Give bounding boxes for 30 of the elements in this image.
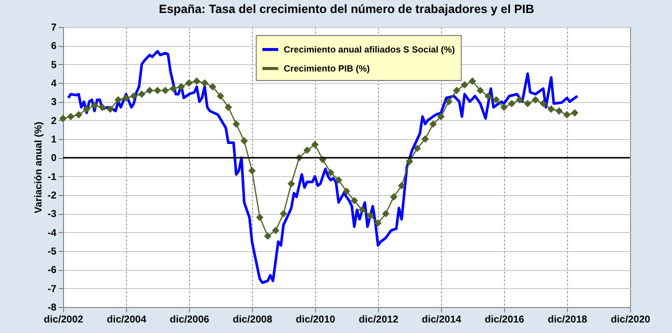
y-tick-label: 4 xyxy=(50,78,57,90)
y-tick-label: 6 xyxy=(50,41,57,52)
y-tick-label: -7 xyxy=(48,284,57,295)
y-tick-label: -3 xyxy=(48,209,57,220)
y-tick-label: 2 xyxy=(50,116,57,127)
y-tick-label: 3 xyxy=(50,97,57,108)
y-axis-title: Variación anual (%) xyxy=(34,122,45,214)
legend-label: Crecimiento PIB (%) xyxy=(284,64,370,74)
y-tick-label: -2 xyxy=(48,190,57,202)
y-tick-label: 0 xyxy=(50,153,57,164)
y-tick-label: -4 xyxy=(48,228,57,239)
x-tick-label: dic/2018 xyxy=(548,314,588,326)
x-tick-label: dic/2014 xyxy=(422,314,462,326)
y-tick-label: -5 xyxy=(48,246,57,258)
x-tick-label: dic/2020 xyxy=(610,314,651,326)
x-tick-label: dic/2010 xyxy=(296,314,336,326)
x-tick-label: dic/2016 xyxy=(484,314,525,326)
y-tick-label: 7 xyxy=(50,22,57,34)
x-tick-label: dic/2008 xyxy=(232,314,273,326)
x-tick-label: dic/2002 xyxy=(44,314,84,326)
y-tick-label: -6 xyxy=(48,265,57,276)
y-tick-label: -8 xyxy=(48,302,57,314)
legend-label: Crecimiento anual afiliados S Social (%) xyxy=(284,44,455,54)
x-tick-label: dic/2012 xyxy=(358,314,399,326)
chart-title: España: Tasa del crecimiento del número de trabajadores y el PIB xyxy=(158,2,534,16)
x-tick-label: dic/2004 xyxy=(106,314,147,326)
y-tick-label: -1 xyxy=(48,172,57,183)
y-tick-label: 1 xyxy=(50,134,57,146)
x-tick-label: dic/2006 xyxy=(170,314,210,326)
y-tick-label: 5 xyxy=(50,60,57,71)
